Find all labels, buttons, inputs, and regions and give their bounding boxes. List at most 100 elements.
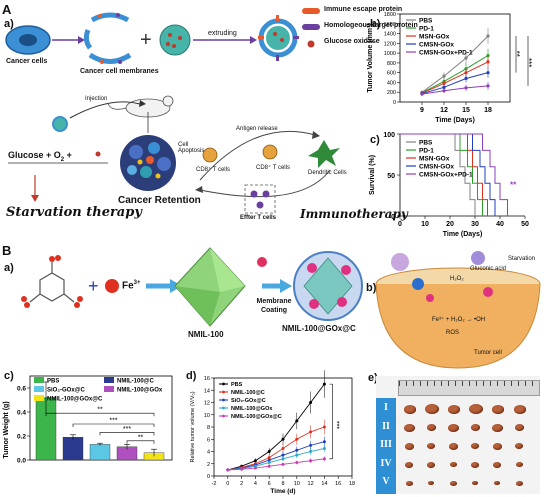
fe-ion-icon: [105, 279, 119, 293]
photo-row-label: I: [384, 402, 388, 413]
glucose-equation: Glucose + O2 +: [8, 150, 72, 163]
panel-a-legend: Immune escape protein Homologeous target…: [324, 6, 418, 45]
data-point: [309, 450, 313, 453]
cell-apoptosis-label: Cell Apoptosis: [178, 142, 205, 154]
photo-row-label: III: [380, 439, 392, 450]
cancer-cells-label: Cancer cells: [6, 58, 48, 65]
series-line: [421, 61, 489, 94]
legend-label: SiO₂-GOx@C: [231, 398, 266, 404]
legend-homologous-target: Homologeous target protein: [324, 22, 418, 29]
tumor-volume-chart: 0 200 400 600 800 1000 1200 1400 1600 1800 9 12 15 18…: [367, 12, 533, 124]
data-point: [240, 467, 244, 471]
legend-label: CMSN-GOx+PD-1: [419, 50, 473, 57]
legend-label: MSN-GOx: [419, 156, 450, 163]
legend-label: PBS: [47, 379, 59, 385]
gluconic-acid-label: Gluconic acid: [470, 266, 507, 272]
panel-b-sub-a: a): [4, 262, 14, 274]
data-point: [322, 425, 326, 429]
data-point: [464, 76, 468, 81]
immune-escape-protein-icon: [302, 8, 320, 14]
tumor-specimen: [472, 481, 478, 485]
tumor-specimen: [471, 443, 480, 449]
legend-immune-escape: Immune escape protein: [324, 6, 403, 13]
data-point: [267, 458, 271, 462]
panel-b-illustration: +: [21, 247, 541, 369]
x-axis-label: Time (d): [270, 488, 295, 495]
x-tick-label: 20: [446, 221, 454, 228]
trimesic-acid-molecule-icon: [21, 255, 83, 308]
chart-ac-label: c): [370, 134, 380, 146]
series-line: [227, 447, 325, 471]
sig-marker: **: [138, 434, 144, 441]
y-tick-label: 100: [383, 132, 395, 139]
data-point: [295, 461, 299, 465]
tumor-cell-bowl-icon: [375, 251, 541, 369]
cd8-label-2: CD8⁺ T cells: [256, 165, 290, 171]
series-line: [421, 35, 489, 93]
tumor-specimen: [492, 423, 504, 432]
sig-marker: ***: [332, 421, 339, 429]
homologous-target-protein-icon: [302, 24, 320, 30]
x-tick-label: 12: [308, 481, 314, 487]
cancer-membranes-label: Cancer cell membranes: [80, 68, 159, 75]
plot-frame: [399, 13, 511, 103]
legend-label: PBS: [419, 18, 433, 25]
data-point: [309, 459, 313, 463]
nmil-100-octahedron-icon: [174, 247, 246, 327]
panel-b-label: B: [2, 243, 12, 258]
data-point: [322, 446, 326, 450]
tumor-specimen: [404, 442, 415, 450]
x-tick-label: 10: [294, 481, 300, 487]
data-point: [281, 462, 285, 466]
tumor-specimen: [428, 481, 434, 485]
dendritic-cells-label: Dendritic Cells: [308, 170, 347, 176]
bar: [89, 444, 111, 461]
data-point: [464, 56, 468, 60]
data-point: [226, 468, 230, 472]
series-line: [421, 72, 489, 95]
data-point: [267, 464, 271, 468]
data-point: [464, 71, 468, 75]
data-point: [295, 437, 299, 441]
data-point: [309, 430, 313, 434]
data-point: [253, 459, 257, 463]
data-point: [253, 466, 257, 470]
tumor-specimen: [515, 462, 523, 467]
immunotherapy-label: Immunotherapy: [300, 207, 408, 221]
series-line: [227, 441, 325, 471]
tumor-specimen: [492, 442, 503, 450]
sig-bracket: [45, 412, 155, 417]
effector-t-cells-label: Effter T cells: [240, 215, 277, 221]
data-point: [281, 453, 285, 457]
survival-curve: [400, 133, 508, 216]
effector-t-cells-box: [244, 184, 276, 214]
cancer-retention-label: Cancer Retention: [118, 195, 201, 206]
y-tick-label: 14: [204, 388, 210, 394]
photo-row-label: V: [382, 476, 390, 487]
data-point: [486, 84, 490, 88]
legend-label: NMIL-100@GOx@C: [47, 397, 103, 403]
x-tick-label: 30: [471, 221, 479, 228]
x-tick-label: 6: [268, 481, 271, 487]
tumor-specimen: [449, 462, 457, 467]
panel-a-illustration: +: [5, 8, 340, 214]
y-tick-label: 0.0: [17, 458, 26, 465]
data-point: [486, 53, 490, 58]
data-point: [295, 419, 299, 423]
legend-label: NMIL-100@GOx: [117, 388, 163, 394]
data-point: [281, 437, 285, 441]
coated-nanoparticle-icon: [258, 15, 299, 61]
x-tick-label: 18: [484, 107, 492, 114]
tumor-weight-chart: 0.0 0.2 0.4 0.6 Tumor Weight (g) PBS NMIL-100@…: [3, 375, 173, 465]
photo-row-label: II: [382, 420, 390, 432]
glucose-oxidase-icon: [307, 40, 315, 48]
legend-label: NMIL-100@GOx: [231, 406, 273, 412]
legend-label: SiO₂-GOx@C: [47, 388, 86, 394]
survival-chart: 0 50 100 0 10 20 30 40 50 Time (Days) Survival (%)…: [369, 132, 529, 238]
x-tick-label: 10: [421, 221, 429, 228]
product-label: NMIL-100@GOx@C: [282, 324, 356, 333]
ros-label: ROS: [446, 330, 460, 336]
tumor-specimen: [469, 404, 483, 414]
x-tick-label: 2: [240, 481, 243, 487]
